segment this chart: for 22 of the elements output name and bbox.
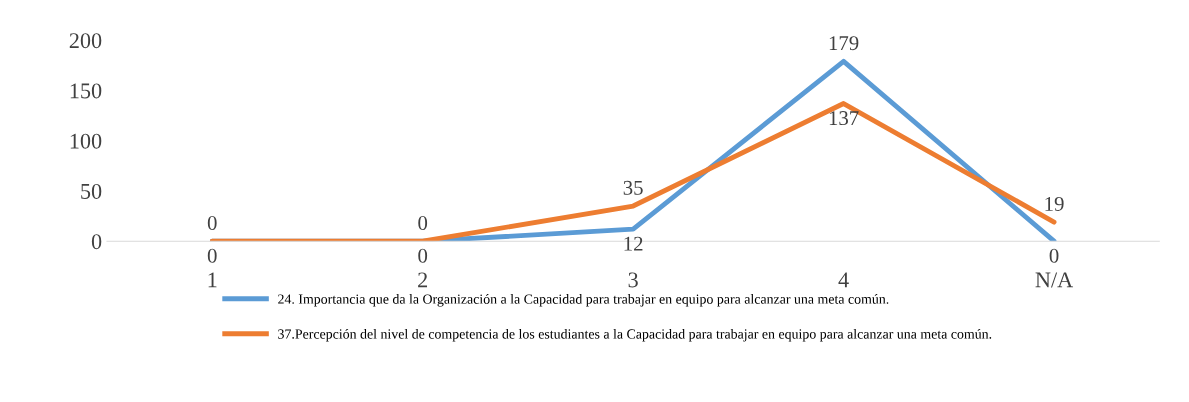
y-tick-label: 0	[91, 234, 102, 250]
y-tick-label: 200	[69, 33, 102, 49]
y-tick-label: 100	[70, 133, 102, 149]
data-label: 0	[207, 248, 217, 263]
x-tick-label: N/A	[1035, 272, 1074, 288]
data-label: 0	[207, 215, 217, 231]
legend-label: 24. Importancia que da la Organización a la Capacidad para trabajar en equipo para alcanzar una meta común.	[278, 293, 889, 307]
y-tick-label: 50	[81, 183, 102, 199]
data-label: 137	[829, 111, 859, 126]
data-label: 0	[418, 215, 428, 231]
data-label: 19	[1045, 196, 1064, 211]
data-label: 35	[623, 180, 643, 195]
x-tick-label: 4	[838, 272, 849, 288]
data-label: 0	[1049, 248, 1059, 263]
x-tick-label: 1	[208, 272, 217, 288]
data-label: 179	[829, 36, 859, 51]
data-label: 0	[418, 248, 428, 263]
data-label: 12	[624, 236, 643, 251]
x-tick-label: 2	[418, 272, 428, 288]
legend-label: 37.Percepción del nivel de competencia de los estudiantes a la Capacidad para trabajar en equipo para alcanzar una meta común.	[278, 328, 992, 342]
x-tick-label: 3	[628, 272, 638, 288]
y-tick-label: 150	[70, 83, 102, 99]
